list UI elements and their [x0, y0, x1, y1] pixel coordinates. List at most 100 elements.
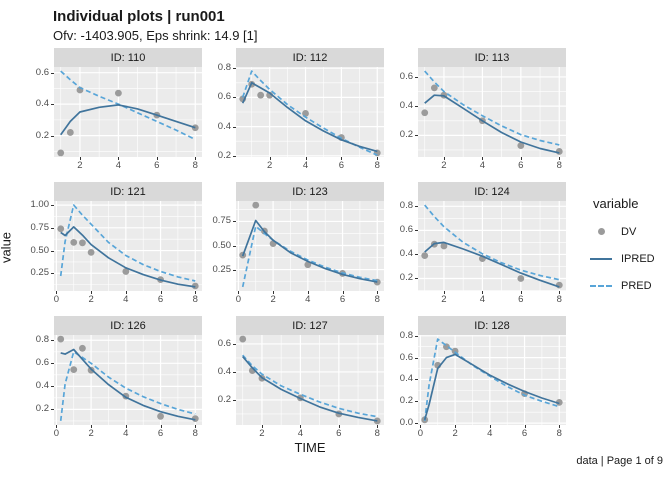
dv-point [555, 281, 563, 289]
x-tick-mark [269, 157, 271, 160]
y-tick-label: 0.0 [399, 417, 413, 429]
y-tick-label: 0.6 [399, 351, 413, 363]
x-tick-mark [559, 157, 561, 160]
dv-point [79, 344, 86, 352]
pred-line [424, 70, 560, 146]
y-tick-label: 0.4 [399, 100, 413, 112]
y-tick-label: 0.50 [212, 239, 232, 251]
facet-panel [54, 335, 202, 425]
facet-panel [54, 201, 202, 291]
legend-entry-pred: PRED [590, 272, 655, 299]
pred-line [59, 350, 196, 422]
y-tick-label: 1.00 [30, 199, 50, 211]
facet-id-121: ID: 121 0.25 0.50 0.75 1.00 0 2 4 6 8 [20, 182, 202, 306]
y-tick-mark [415, 379, 418, 381]
x-tick-mark [56, 291, 58, 294]
ipred-line [241, 219, 378, 283]
y-tick-mark [415, 106, 418, 108]
dv-point [57, 335, 65, 343]
facet-strip: ID: 112 [236, 48, 384, 67]
x-tick-mark [125, 425, 127, 428]
x-tick-mark [273, 291, 275, 294]
facet-id-128: ID: 128 0.0 0.2 0.4 0.6 0.8 0 2 4 6 8 [384, 316, 566, 440]
facet-strip: ID: 126 [54, 316, 202, 335]
dv-point [517, 142, 525, 150]
ipred-line [60, 226, 196, 288]
dv-point [430, 84, 438, 92]
dv-point [79, 239, 86, 247]
y-tick-mark [415, 335, 418, 337]
legend-label-ipred: IPRED [621, 252, 655, 265]
x-tick-label: 4 [479, 294, 486, 305]
x-tick-label: 2 [266, 160, 273, 171]
y-tick-label: 0.6 [217, 91, 231, 103]
dv-point [70, 366, 78, 374]
page-title: Individual plots | run001 [53, 8, 225, 25]
x-tick-mark [195, 291, 197, 294]
dv-point [252, 201, 260, 209]
y-tick-mark [51, 409, 54, 411]
dv-point [57, 149, 65, 157]
y-tick-mark [51, 135, 54, 137]
dv-point [421, 109, 429, 117]
x-tick-mark [559, 425, 561, 428]
y-tick-mark [233, 97, 236, 99]
y-tick-label: 0.8 [399, 200, 413, 212]
y-tick-label: 0.8 [35, 334, 49, 346]
x-tick-label: 8 [374, 294, 380, 305]
x-tick-label: 2 [270, 294, 276, 305]
x-tick-label: 4 [123, 428, 129, 439]
x-tick-mark [489, 425, 491, 428]
y-tick-mark [415, 401, 418, 403]
y-tick-mark [233, 343, 236, 345]
facet-id-112: ID: 112 0.2 0.4 0.6 0.8 2 4 6 8 [202, 48, 384, 172]
pred-line [60, 70, 196, 141]
y-tick-label: 0.6 [35, 357, 49, 369]
y-tick-label: 0.4 [217, 120, 231, 132]
y-tick-label: 0.75 [212, 215, 232, 227]
legend-label-pred: PRED [621, 279, 652, 292]
facet-strip: ID: 123 [236, 182, 384, 201]
facet-panel [236, 335, 384, 425]
y-tick-label: 0.75 [30, 221, 50, 233]
x-tick-mark [160, 291, 162, 294]
x-tick-label: 4 [302, 160, 309, 171]
dv-point [440, 242, 448, 250]
x-tick-mark [300, 425, 302, 428]
x-tick-label: 8 [374, 160, 380, 171]
facet-strip: ID: 124 [418, 182, 566, 201]
y-tick-label: 0.6 [35, 66, 49, 78]
x-tick-label: 4 [487, 428, 493, 439]
x-tick-label: 0 [417, 428, 424, 439]
dv-point [122, 268, 130, 275]
pred-dashed-line-icon [590, 284, 612, 287]
y-tick-mark [415, 230, 418, 232]
x-tick-label: 2 [77, 160, 83, 171]
x-tick-label: 8 [374, 428, 380, 439]
dv-point [257, 91, 265, 99]
x-tick-label: 4 [305, 294, 311, 305]
ipred-solid-line-icon [590, 257, 612, 260]
dv-point-icon [590, 228, 612, 235]
x-tick-label: 4 [123, 294, 129, 305]
y-tick-mark [51, 340, 54, 342]
dv-point [87, 248, 95, 256]
facet-grid: ID: 110 0.2 0.4 0.6 2 4 6 8 ID: 112 0.2 0.4 0.6 0.8 2… [20, 48, 566, 440]
y-axis-title: value [0, 231, 14, 264]
y-tick-mark [51, 227, 54, 229]
x-tick-mark [520, 157, 522, 160]
y-tick-mark [415, 357, 418, 359]
legend: variable DV IPRED PRED [590, 196, 655, 299]
ipred-line [60, 348, 196, 421]
x-tick-label: 2 [441, 160, 447, 171]
dv-point [555, 398, 563, 406]
y-tick-mark [233, 221, 236, 223]
facet-panel [236, 201, 384, 291]
y-tick-mark [51, 250, 54, 252]
x-tick-label: 6 [518, 160, 524, 171]
pred-line [242, 354, 378, 418]
y-tick-label: 0.50 [30, 244, 50, 256]
dv-point [421, 252, 429, 260]
x-tick-label: 6 [339, 294, 346, 305]
y-tick-mark [233, 371, 236, 373]
